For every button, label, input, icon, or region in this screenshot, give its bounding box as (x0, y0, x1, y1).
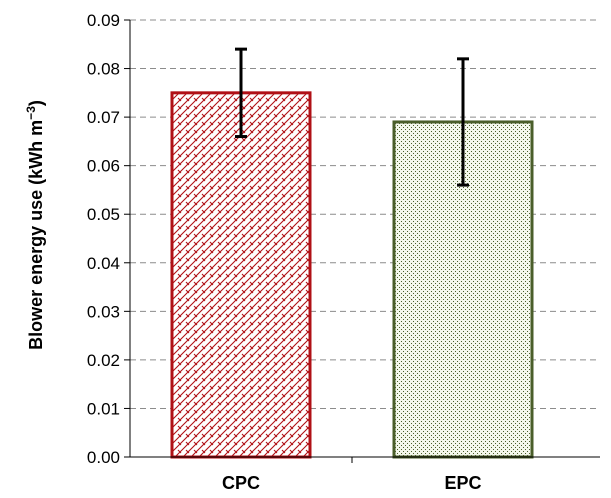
y-tick-label: 0.04 (87, 254, 120, 273)
y-axis-title-end: ) (26, 100, 46, 106)
y-tick-label: 0.01 (87, 399, 120, 418)
y-tick-label: 0.00 (87, 448, 120, 467)
error-bars (235, 47, 469, 187)
y-tick-label: 0.03 (87, 302, 120, 321)
x-category-labels: CPC EPC (222, 473, 482, 493)
y-tick-label: 0.06 (87, 157, 120, 176)
bars (170, 91, 534, 459)
bar-cpc (170, 91, 312, 459)
x-category-label: EPC (444, 473, 481, 493)
x-category-label: CPC (222, 473, 260, 493)
y-tick-label: 0.08 (87, 60, 120, 79)
y-tick-label: 0.07 (87, 108, 120, 127)
y-tick-labels: 0.00 0.01 0.02 0.03 0.04 0.05 0.06 0.07 0.08 0.09 (87, 11, 120, 467)
y-axis-title: Blower energy use (kWh m−3) (24, 100, 46, 350)
y-axis-title-superscript: −3 (24, 106, 38, 120)
y-tick-label: 0.05 (87, 205, 120, 224)
axes (124, 19, 600, 463)
y-tick-label: 0.02 (87, 351, 120, 370)
y-tick-label: 0.09 (87, 11, 120, 30)
y-axis-title-main: Blower energy use (kWh m (26, 120, 46, 350)
